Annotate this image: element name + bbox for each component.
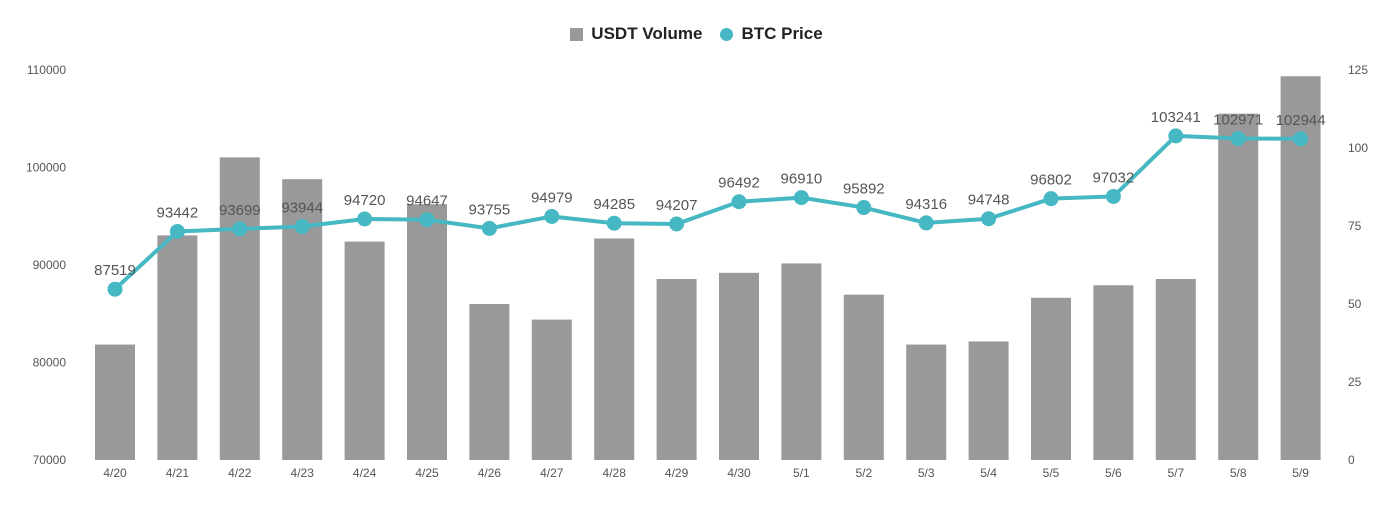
x-tick-label: 4/26 xyxy=(478,466,502,480)
data-label-btc-price: 87519 xyxy=(94,262,136,279)
bar-usdt-volume xyxy=(656,279,697,460)
bar-usdt-volume xyxy=(531,319,572,460)
point-btc-price xyxy=(544,208,560,224)
legend-item-usdt-volume[interactable]: USDT Volume xyxy=(570,24,702,44)
y-right-tick-label: 0 xyxy=(1348,453,1355,467)
legend-swatch-bar-icon xyxy=(570,27,584,41)
point-btc-price xyxy=(856,200,872,216)
data-label-btc-price: 95892 xyxy=(843,181,885,198)
legend-label-usdt-volume: USDT Volume xyxy=(591,24,703,43)
data-label-btc-price: 102971 xyxy=(1213,112,1263,129)
data-label-btc-price: 94979 xyxy=(531,189,573,206)
y-right-tick-label: 100 xyxy=(1348,141,1368,155)
x-tick-label: 4/27 xyxy=(540,466,564,480)
x-tick-label: 5/9 xyxy=(1292,466,1309,480)
x-tick-label: 4/21 xyxy=(166,466,190,480)
data-label-btc-price: 94207 xyxy=(656,197,698,214)
data-label-btc-price: 93755 xyxy=(469,201,511,218)
point-btc-price xyxy=(606,215,622,231)
point-btc-price xyxy=(793,190,809,206)
data-label-btc-price: 102944 xyxy=(1276,112,1326,129)
y-right-tick-label: 125 xyxy=(1348,63,1368,77)
point-btc-price xyxy=(107,281,123,297)
x-tick-label: 4/23 xyxy=(291,466,315,480)
bar-usdt-volume xyxy=(219,157,260,461)
bar-usdt-volume xyxy=(469,304,510,460)
x-tick-label: 5/4 xyxy=(980,466,997,480)
point-btc-price xyxy=(1105,188,1121,204)
x-tick-label: 4/22 xyxy=(228,466,252,480)
bar-usdt-volume xyxy=(157,235,198,460)
x-tick-label: 5/8 xyxy=(1230,466,1247,480)
y-right-tick-label: 25 xyxy=(1348,375,1362,389)
bar-usdt-volume xyxy=(407,204,447,460)
data-label-btc-price: 96910 xyxy=(781,171,823,188)
y-left-tick-label: 110000 xyxy=(27,63,66,77)
x-tick-label: 4/30 xyxy=(727,466,751,480)
data-label-btc-price: 97032 xyxy=(1093,169,1135,186)
point-btc-price xyxy=(294,219,310,235)
line-btc-price xyxy=(113,133,1301,291)
bar-usdt-volume xyxy=(1218,113,1259,461)
point-btc-price xyxy=(918,215,934,231)
data-label-btc-price: 94647 xyxy=(406,193,448,210)
x-tick-label: 5/1 xyxy=(793,466,810,480)
data-label-btc-price: 103241 xyxy=(1151,109,1201,126)
data-label-btc-price: 94748 xyxy=(968,192,1010,209)
bar-usdt-volume xyxy=(344,241,385,460)
x-tick-label: 4/28 xyxy=(603,466,627,480)
bar-usdt-volume xyxy=(1155,279,1196,460)
x-tick-label: 5/5 xyxy=(1043,466,1060,480)
bar-usdt-volume xyxy=(594,238,635,460)
bar-usdt-volume xyxy=(719,272,759,460)
point-btc-price xyxy=(232,221,248,237)
point-btc-price xyxy=(1230,131,1246,147)
legend-swatch-dot-icon xyxy=(720,27,734,41)
point-btc-price xyxy=(169,223,185,239)
y-right-tick-label: 50 xyxy=(1348,297,1362,311)
data-label-btc-price: 96802 xyxy=(1030,172,1072,189)
bar-usdt-volume xyxy=(1093,285,1134,460)
data-label-btc-price: 96492 xyxy=(718,175,760,192)
bar-usdt-volume xyxy=(781,263,822,460)
y-left-tick-label: 100000 xyxy=(26,161,66,175)
x-tick-label: 4/24 xyxy=(353,466,377,480)
x-tick-label: 4/29 xyxy=(665,466,689,480)
bar-usdt-volume xyxy=(843,294,884,460)
bar-usdt-volume xyxy=(95,344,135,460)
chart-legend: USDT Volume BTC Price xyxy=(0,24,1393,44)
data-label-btc-price: 93699 xyxy=(219,202,261,219)
x-tick-label: 5/3 xyxy=(918,466,935,480)
bar-usdt-volume xyxy=(968,341,1009,460)
y-left-tick-label: 70000 xyxy=(33,453,67,467)
data-label-btc-price: 94285 xyxy=(593,196,635,213)
data-label-btc-price: 93944 xyxy=(281,200,323,217)
point-btc-price xyxy=(981,211,997,227)
bar-usdt-volume xyxy=(906,344,947,460)
y-left-tick-label: 90000 xyxy=(33,258,67,272)
legend-label-btc-price: BTC Price xyxy=(741,24,823,43)
y-left-tick-label: 80000 xyxy=(33,356,67,370)
x-tick-label: 4/25 xyxy=(415,466,439,480)
y-right-tick-label: 75 xyxy=(1348,219,1362,233)
point-btc-price xyxy=(357,211,373,227)
point-btc-price xyxy=(1293,131,1309,147)
x-tick-label: 5/2 xyxy=(855,466,872,480)
x-tick-label: 5/6 xyxy=(1105,466,1122,480)
point-btc-price xyxy=(481,220,497,236)
point-btc-price xyxy=(1168,128,1184,144)
bar-usdt-volume xyxy=(1031,297,1071,460)
point-btc-price xyxy=(419,212,435,228)
data-label-btc-price: 94316 xyxy=(905,196,947,213)
point-btc-price xyxy=(1043,191,1059,207)
legend-item-btc-price[interactable]: BTC Price xyxy=(720,24,823,44)
x-tick-label: 4/20 xyxy=(103,466,127,480)
data-label-btc-price: 93442 xyxy=(157,204,199,221)
point-btc-price xyxy=(731,194,747,210)
data-label-btc-price: 94720 xyxy=(344,192,386,209)
x-tick-label: 5/7 xyxy=(1167,466,1184,480)
point-btc-price xyxy=(669,216,685,232)
